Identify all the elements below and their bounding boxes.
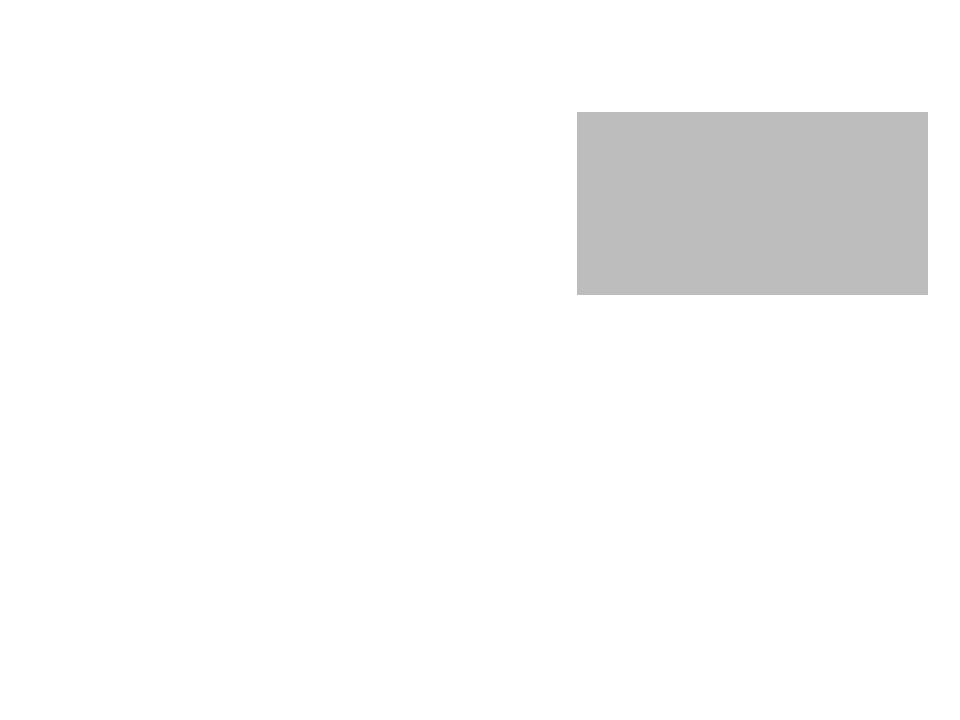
note-paragraph-gap: [584, 117, 928, 131]
note-overlay: [577, 112, 928, 295]
qso-header-3: [0, 8, 10, 31]
qso-title: [0, 8, 10, 31]
